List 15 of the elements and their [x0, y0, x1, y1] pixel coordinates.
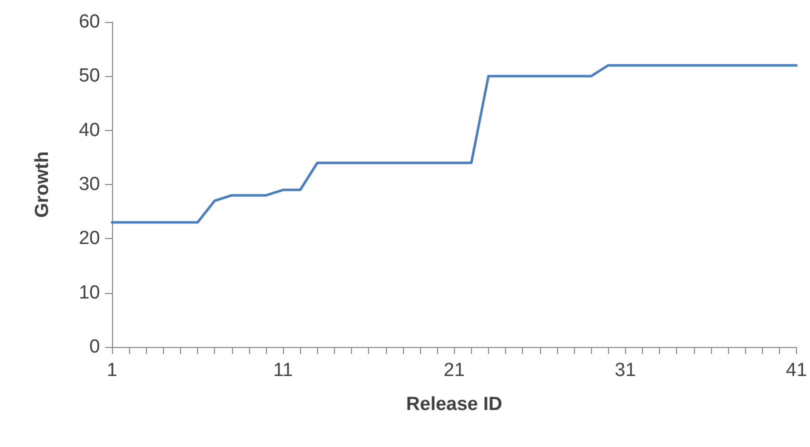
y-tick-label: 60 — [78, 12, 100, 32]
y-tick-label: 20 — [78, 228, 100, 250]
y-axis-title: Growth — [32, 151, 53, 218]
x-axis-title: Release ID — [406, 394, 502, 415]
x-tick-label: 41 — [786, 360, 808, 381]
x-tick-label: 1 — [106, 360, 118, 381]
y-tick-label: 0 — [89, 336, 100, 358]
line-series — [110, 64, 798, 224]
y-tick-label: 40 — [78, 120, 100, 141]
x-tick-label: 21 — [444, 360, 465, 381]
y-tick-label: 50 — [78, 66, 100, 87]
x-tick-label: 31 — [614, 360, 636, 381]
y-tick-label: 30 — [78, 174, 100, 195]
x-tick-label: 11 — [273, 360, 293, 381]
y-tick-label: 10 — [78, 282, 100, 304]
